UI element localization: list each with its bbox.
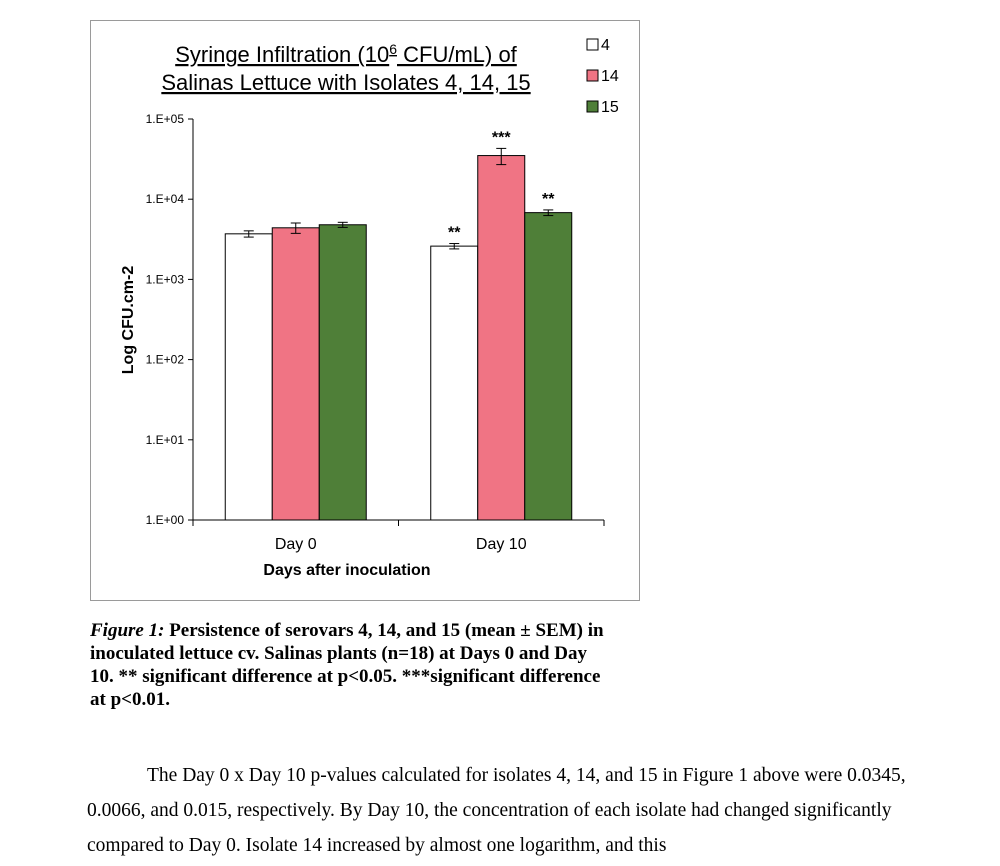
x-category-label: Day 0 [275, 536, 317, 553]
y-tick-label: 1.E+00 [146, 513, 185, 527]
legend-label: 4 [601, 37, 610, 54]
bar [524, 212, 573, 521]
body-paragraph: The Day 0 x Day 10 p-values calculated f… [87, 765, 906, 856]
chart-title-line-1: Syringe Infiltration (106 CFU/mL) of [175, 41, 517, 67]
significance-label: *** [492, 129, 511, 146]
bar [477, 155, 526, 521]
bar [271, 227, 320, 521]
significance-label: ** [542, 191, 555, 208]
figure-caption-text: Persistence of serovars 4, 14, and 15 (m… [90, 620, 604, 710]
body-text: The Day 0 x Day 10 p-values calculated f… [87, 758, 917, 863]
bar [430, 245, 479, 521]
y-tick-label: 1.E+05 [146, 112, 185, 126]
bar [224, 233, 273, 521]
legend-label: 15 [601, 99, 619, 116]
bar [318, 224, 367, 521]
y-tick-label: 1.E+03 [146, 272, 185, 286]
y-tick-label: 1.E+04 [146, 192, 185, 206]
bars: Day 0*******Day 10 [224, 129, 573, 553]
legend: 4 14 15 [586, 37, 619, 116]
y-axis-label: Log CFU.cm-2 [120, 266, 137, 375]
chart-frame: Syringe Infiltration (106 CFU/mL) of Sal… [90, 20, 640, 601]
legend-label: 14 [601, 68, 619, 85]
figure-label: Figure 1: [90, 620, 165, 641]
x-category-label: Day 10 [476, 536, 527, 553]
chart-title-line-2: Salinas Lettuce with Isolates 4, 14, 15 [161, 70, 530, 95]
x-axis-label: Days after inoculation [263, 562, 430, 579]
legend-swatch [586, 38, 599, 51]
y-tick-label: 1.E+02 [146, 353, 185, 367]
legend-swatch [586, 69, 599, 82]
legend-swatch [586, 100, 599, 113]
figure-caption: Figure 1: Persistence of serovars 4, 14,… [90, 619, 610, 711]
chart: Syringe Infiltration (106 CFU/mL) of Sal… [120, 37, 619, 579]
y-tick-label: 1.E+01 [146, 433, 185, 447]
significance-label: ** [448, 225, 461, 242]
